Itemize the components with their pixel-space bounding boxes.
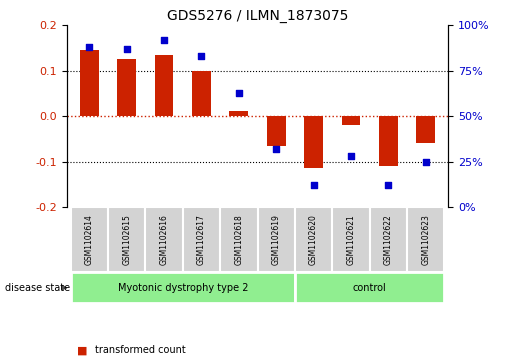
Bar bbox=[108, 207, 145, 272]
Text: transformed count: transformed count bbox=[95, 345, 186, 355]
Bar bbox=[220, 207, 258, 272]
Title: GDS5276 / ILMN_1873075: GDS5276 / ILMN_1873075 bbox=[167, 9, 348, 23]
Point bbox=[123, 46, 131, 52]
Bar bbox=[145, 207, 183, 272]
Bar bbox=[71, 272, 295, 303]
Bar bbox=[407, 207, 444, 272]
Text: GSM1102621: GSM1102621 bbox=[347, 214, 355, 265]
Bar bbox=[230, 111, 248, 116]
Point bbox=[197, 53, 205, 59]
Point bbox=[160, 37, 168, 43]
Bar bbox=[80, 50, 99, 116]
Bar bbox=[295, 207, 332, 272]
Text: control: control bbox=[353, 283, 386, 293]
Bar bbox=[304, 116, 323, 168]
Text: GSM1102615: GSM1102615 bbox=[122, 214, 131, 265]
Bar bbox=[267, 116, 285, 146]
Text: Myotonic dystrophy type 2: Myotonic dystrophy type 2 bbox=[117, 283, 248, 293]
Point bbox=[347, 153, 355, 159]
Point bbox=[421, 159, 430, 164]
Text: disease state: disease state bbox=[5, 283, 70, 293]
Bar bbox=[379, 116, 398, 166]
Bar bbox=[258, 207, 295, 272]
Text: GSM1102616: GSM1102616 bbox=[160, 214, 168, 265]
Point bbox=[85, 44, 94, 50]
Text: GSM1102620: GSM1102620 bbox=[309, 214, 318, 265]
Bar bbox=[332, 207, 370, 272]
Text: GSM1102617: GSM1102617 bbox=[197, 214, 206, 265]
Bar bbox=[416, 116, 435, 143]
Text: GSM1102619: GSM1102619 bbox=[272, 214, 281, 265]
Point bbox=[384, 182, 392, 188]
Point bbox=[235, 90, 243, 95]
Bar bbox=[117, 60, 136, 116]
Point bbox=[272, 146, 280, 152]
Text: GSM1102623: GSM1102623 bbox=[421, 214, 430, 265]
Bar bbox=[183, 207, 220, 272]
Text: GSM1102618: GSM1102618 bbox=[234, 214, 243, 265]
Bar bbox=[295, 272, 444, 303]
Bar bbox=[154, 55, 174, 116]
Bar bbox=[341, 116, 360, 125]
Bar bbox=[71, 207, 108, 272]
Bar bbox=[192, 71, 211, 116]
Text: GSM1102614: GSM1102614 bbox=[85, 214, 94, 265]
Text: ■: ■ bbox=[77, 345, 88, 355]
Point bbox=[310, 182, 318, 188]
Text: GSM1102622: GSM1102622 bbox=[384, 214, 393, 265]
Bar bbox=[370, 207, 407, 272]
